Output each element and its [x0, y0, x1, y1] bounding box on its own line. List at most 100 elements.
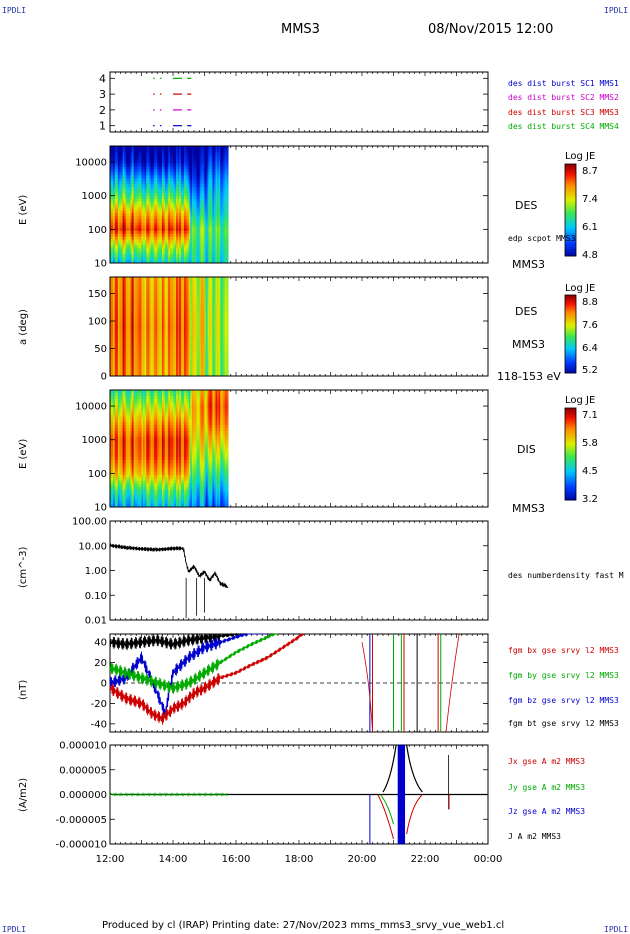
des-pitch-cell [158, 281, 161, 285]
des-energy-cell [190, 207, 193, 211]
des-energy-cell [213, 192, 216, 197]
des-energy-cell [163, 204, 166, 208]
des-energy-cell [111, 260, 114, 264]
des-energy-cell [161, 195, 164, 200]
des-energy-cell [185, 160, 188, 164]
des-pitch-cell [116, 286, 119, 290]
des-energy-cell [161, 151, 164, 156]
des-energy-cell [226, 230, 229, 235]
des-energy-cell [204, 213, 207, 217]
des-energy-cell [206, 204, 209, 208]
des-pitch-cell [155, 361, 158, 365]
des-energy-cell [128, 233, 131, 238]
des-energy-cell [152, 163, 155, 167]
des-pitch-cell [136, 306, 139, 310]
des-energy-cell [180, 233, 183, 238]
des-energy-cell [182, 184, 185, 188]
des-pitch-cell [117, 361, 120, 365]
des-energy-cell [209, 222, 212, 226]
des-energy-cell [146, 192, 149, 197]
des-energy-cell [144, 195, 147, 200]
des-energy-cell [220, 195, 223, 200]
des-pitch-cell [141, 326, 144, 330]
des-energy-cell [163, 257, 166, 261]
des-energy-cell [193, 224, 196, 229]
des-pitch-cell [158, 321, 161, 325]
des-pitch-cell [158, 338, 161, 342]
des-energy-cell [217, 189, 220, 194]
des-energy-cell [224, 239, 227, 243]
des-energy-cell [158, 148, 161, 153]
des-energy-cell [176, 163, 179, 167]
des-energy-cell [138, 160, 141, 164]
des-energy-cell [139, 242, 142, 246]
des-energy-cell [157, 163, 160, 167]
des-energy-cell [193, 154, 196, 159]
des-pitch-cell [161, 358, 164, 362]
des-pitch-cell [139, 319, 142, 322]
des-energy-cell [207, 248, 210, 252]
des-energy-border [109, 145, 489, 264]
des-energy-cell [136, 175, 139, 179]
des-energy-cell [158, 181, 161, 185]
des-energy-cell [146, 195, 149, 200]
des-pitch-cell [119, 336, 122, 340]
des-energy-cell [220, 154, 223, 159]
des-energy-cell [152, 210, 155, 214]
des-energy-cell [166, 186, 169, 191]
des-energy-cell [147, 204, 150, 208]
des-energy-cell [110, 186, 112, 191]
des-energy-cell [122, 254, 125, 258]
des-energy-cell [128, 254, 131, 258]
des-pitch-cell [161, 289, 164, 293]
des-energy-cell [184, 210, 186, 214]
des-energy-cell [202, 169, 205, 173]
des-pitch-cell [132, 366, 135, 369]
des-pitch-cell [152, 309, 155, 313]
des-energy-cell [168, 224, 171, 229]
des-energy-cell [224, 160, 227, 164]
des-pitch-cell [143, 306, 146, 310]
des-energy-cell [157, 151, 160, 156]
des-energy-cell [169, 224, 172, 229]
des-energy-cell [177, 251, 180, 255]
des-pitch-cell [132, 286, 135, 290]
des-energy-cell [141, 184, 144, 188]
des-energy-cell [220, 230, 223, 235]
des-pitch-cell [143, 371, 146, 374]
des-energy-cell [206, 146, 209, 150]
des-pitch-cell [130, 311, 133, 315]
des-energy-cell [199, 254, 202, 258]
des-energy-cell [191, 172, 194, 176]
des-energy-cell [179, 248, 182, 252]
des-pitch-cell [144, 289, 147, 293]
des-energy-cell [111, 239, 114, 243]
des-pitch-cell [139, 309, 142, 313]
des-energy-cell [144, 157, 147, 162]
des-energy-cell [182, 254, 185, 258]
des-pitch-cell [133, 358, 136, 362]
des-energy-cell [132, 157, 135, 162]
des-pitch-cell [155, 309, 158, 313]
des-energy-cell [187, 248, 190, 252]
des-energy-cell [206, 207, 209, 211]
des-energy-colorbar-segment [565, 189, 576, 192]
des-pitch-cell [166, 311, 169, 315]
des-energy-cell [187, 204, 190, 208]
des-energy-cell [124, 204, 127, 208]
des-energy-cell [174, 189, 177, 194]
des-energy-cell [168, 251, 171, 255]
des-pitch-cell [143, 277, 146, 280]
des-pitch-cell [166, 294, 169, 298]
des-pitch-cell [155, 368, 158, 372]
des-pitch-cell [138, 338, 141, 342]
des-energy-cell [110, 210, 112, 214]
des-energy-cell [144, 192, 147, 197]
des-pitch-cell [141, 319, 144, 322]
des-energy-cell [119, 254, 122, 258]
des-energy-cell [206, 151, 209, 156]
des-energy-cell [121, 157, 123, 162]
des-energy-cell [155, 157, 158, 162]
des-energy-cell [152, 146, 155, 150]
des-energy-cell [127, 254, 130, 258]
